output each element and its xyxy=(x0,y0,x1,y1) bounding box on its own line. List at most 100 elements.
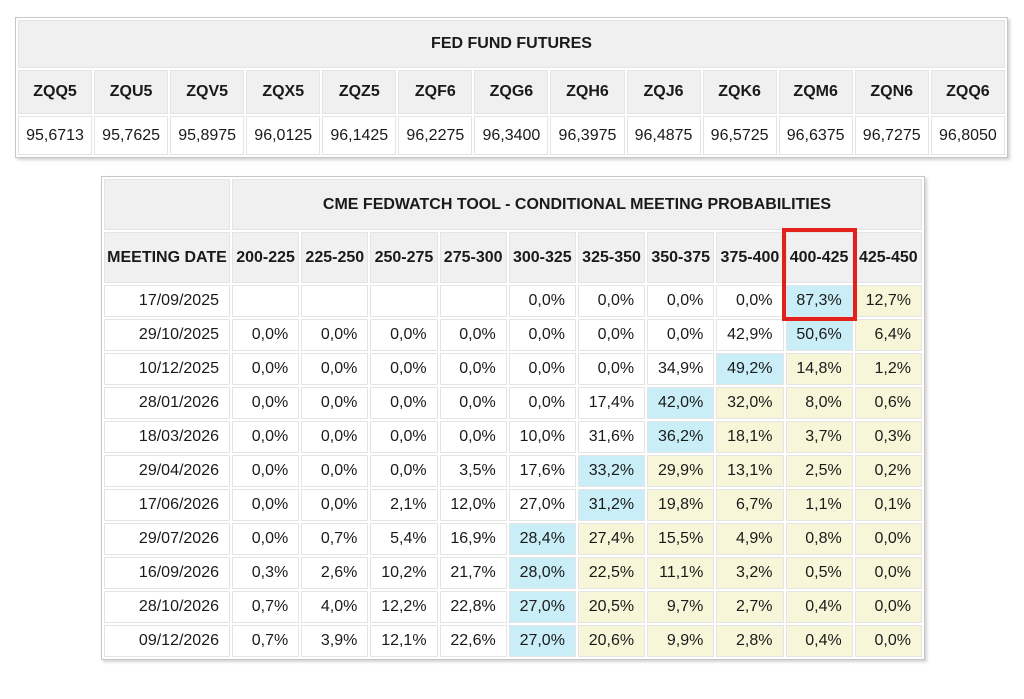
probability-cell: 5,4% xyxy=(370,523,438,555)
rate-header-350-375: 350-375 xyxy=(647,232,715,283)
rate-header-400-425: 400-425 xyxy=(785,232,853,283)
probability-cell: 2,8% xyxy=(716,625,784,657)
table-row: 17/09/2025 0,0% 0,0% 0,0% 0,0% 87,3% 12,7% xyxy=(104,285,922,317)
probability-cell: 0,2% xyxy=(854,455,922,487)
probability-cell: 13,1% xyxy=(716,455,784,487)
probability-cell: 0,7% xyxy=(301,523,369,555)
probability-cell: 33,2% xyxy=(577,455,646,487)
probability-cell: 12,0% xyxy=(439,489,507,521)
probability-cell: 18,1% xyxy=(716,421,784,453)
probability-cell: 9,9% xyxy=(647,625,715,657)
rate-header-325-350: 325-350 xyxy=(577,232,646,283)
meeting-date-cell: 10/12/2025 xyxy=(104,353,230,385)
rate-header-425-450: 425-450 xyxy=(854,232,922,283)
probability-cell: 27,0% xyxy=(508,625,576,657)
probability-cell: 87,3% xyxy=(785,285,853,317)
probability-cell: 22,6% xyxy=(439,625,507,657)
probability-cell: 0,0% xyxy=(508,285,576,317)
meeting-date-cell: 28/10/2026 xyxy=(104,591,230,623)
meeting-date-cell: 29/04/2026 xyxy=(104,455,230,487)
probability-cell: 0,0% xyxy=(301,489,369,521)
probability-cell: 0,0% xyxy=(301,421,369,453)
contract-code-ZQH6: ZQH6 xyxy=(550,70,625,114)
probability-cell: 3,2% xyxy=(716,557,784,589)
probability-cell: 27,4% xyxy=(577,523,646,555)
contract-price-ZQK6: 96,5725 xyxy=(702,116,777,155)
probability-cell: 2,1% xyxy=(370,489,438,521)
table-row: 09/12/2026 0,7% 3,9% 12,1% 22,6% 27,0% 20,6% 9,… xyxy=(104,625,922,657)
contract-price-ZQN6: 96,7275 xyxy=(854,116,929,155)
probability-cell xyxy=(301,285,369,317)
contract-code-ZQM6: ZQM6 xyxy=(778,70,853,114)
probability-cell xyxy=(370,285,438,317)
probability-cell: 3,5% xyxy=(439,455,507,487)
probability-cell: 3,9% xyxy=(301,625,369,657)
fedwatch-corner-cell xyxy=(104,179,230,230)
contract-code-ZQK6: ZQK6 xyxy=(702,70,777,114)
futures-code-row: ZQQ5 ZQU5 ZQV5 ZQX5 ZQZ5 ZQF6 ZQG6 ZQH6 ZQJ6 ZQK6… xyxy=(18,70,1005,114)
probability-cell: 0,4% xyxy=(785,591,853,623)
probability-cell: 11,1% xyxy=(647,557,715,589)
contract-price-ZQM6: 96,6375 xyxy=(778,116,853,155)
probability-cell: 2,7% xyxy=(716,591,784,623)
probability-cell: 8,0% xyxy=(785,387,853,419)
probability-cell: 0,0% xyxy=(439,353,507,385)
fedwatch-title-row: CME FEDWATCH TOOL - CONDITIONAL MEETING … xyxy=(104,179,922,230)
futures-title-row: FED FUND FUTURES xyxy=(18,20,1005,68)
probability-cell: 0,0% xyxy=(301,353,369,385)
rate-header-275-300: 275-300 xyxy=(439,232,507,283)
probability-cell: 0,0% xyxy=(301,319,369,351)
rate-header-300-325: 300-325 xyxy=(508,232,576,283)
probability-cell: 0,0% xyxy=(370,421,438,453)
probability-cell: 0,0% xyxy=(232,319,300,351)
meeting-date-cell: 09/12/2026 xyxy=(104,625,230,657)
probability-cell: 2,6% xyxy=(301,557,369,589)
contract-price-ZQQ6: 96,8050 xyxy=(930,116,1005,155)
table-row: 29/04/2026 0,0% 0,0% 0,0% 3,5% 17,6% 33,2% 29,9… xyxy=(104,455,922,487)
table-row: 29/10/2025 0,0% 0,0% 0,0% 0,0% 0,0% 0,0% 0,0% 42… xyxy=(104,319,922,351)
probability-cell: 0,0% xyxy=(508,387,576,419)
probability-cell: 0,0% xyxy=(370,319,438,351)
contract-code-ZQU5: ZQU5 xyxy=(94,70,169,114)
probability-cell: 0,7% xyxy=(232,625,300,657)
contract-price-ZQJ6: 96,4875 xyxy=(626,116,701,155)
probability-cell: 34,9% xyxy=(647,353,715,385)
rate-header-375-400: 375-400 xyxy=(716,232,784,283)
probability-cell: 0,0% xyxy=(439,421,507,453)
meeting-date-cell: 17/09/2025 xyxy=(104,285,230,317)
contract-code-ZQQ6: ZQQ6 xyxy=(930,70,1005,114)
probability-cell: 10,2% xyxy=(370,557,438,589)
probability-cell: 0,0% xyxy=(232,387,300,419)
probability-cell: 49,2% xyxy=(716,353,784,385)
probability-cell: 0,0% xyxy=(232,489,300,521)
probability-cell: 6,4% xyxy=(854,319,922,351)
probability-cell: 0,0% xyxy=(439,319,507,351)
probability-cell: 0,0% xyxy=(301,455,369,487)
probability-cell: 0,0% xyxy=(439,387,507,419)
probability-cell: 0,4% xyxy=(785,625,853,657)
contract-price-ZQH6: 96,3975 xyxy=(550,116,625,155)
probability-cell: 1,1% xyxy=(785,489,853,521)
probability-cell: 22,5% xyxy=(577,557,646,589)
contract-code-ZQF6: ZQF6 xyxy=(398,70,473,114)
meeting-date-cell: 28/01/2026 xyxy=(104,387,230,419)
table-row: 18/03/2026 0,0% 0,0% 0,0% 0,0% 10,0% 31,6% 36,2… xyxy=(104,421,922,453)
table-row: 17/06/2026 0,0% 0,0% 2,1% 12,0% 27,0% 31,2% 19,… xyxy=(104,489,922,521)
probability-cell: 42,0% xyxy=(647,387,715,419)
probability-cell: 31,6% xyxy=(577,421,646,453)
probability-cell: 0,0% xyxy=(647,285,715,317)
contract-code-ZQG6: ZQG6 xyxy=(474,70,549,114)
probability-cell: 0,0% xyxy=(577,353,646,385)
probability-cell: 0,0% xyxy=(577,285,646,317)
probability-cell xyxy=(232,285,300,317)
probability-cell: 1,2% xyxy=(854,353,922,385)
table-row: 29/07/2026 0,0% 0,7% 5,4% 16,9% 28,4% 27,4% 15,… xyxy=(104,523,922,555)
contract-price-ZQF6: 96,2275 xyxy=(398,116,473,155)
probability-cell: 4,9% xyxy=(716,523,784,555)
table-row: 28/01/2026 0,0% 0,0% 0,0% 0,0% 0,0% 17,4% 42,0%… xyxy=(104,387,922,419)
probability-cell: 17,4% xyxy=(577,387,646,419)
probability-cell: 0,1% xyxy=(854,489,922,521)
probability-cell: 0,0% xyxy=(301,387,369,419)
probability-cell: 0,0% xyxy=(854,523,922,555)
probability-cell: 12,2% xyxy=(370,591,438,623)
